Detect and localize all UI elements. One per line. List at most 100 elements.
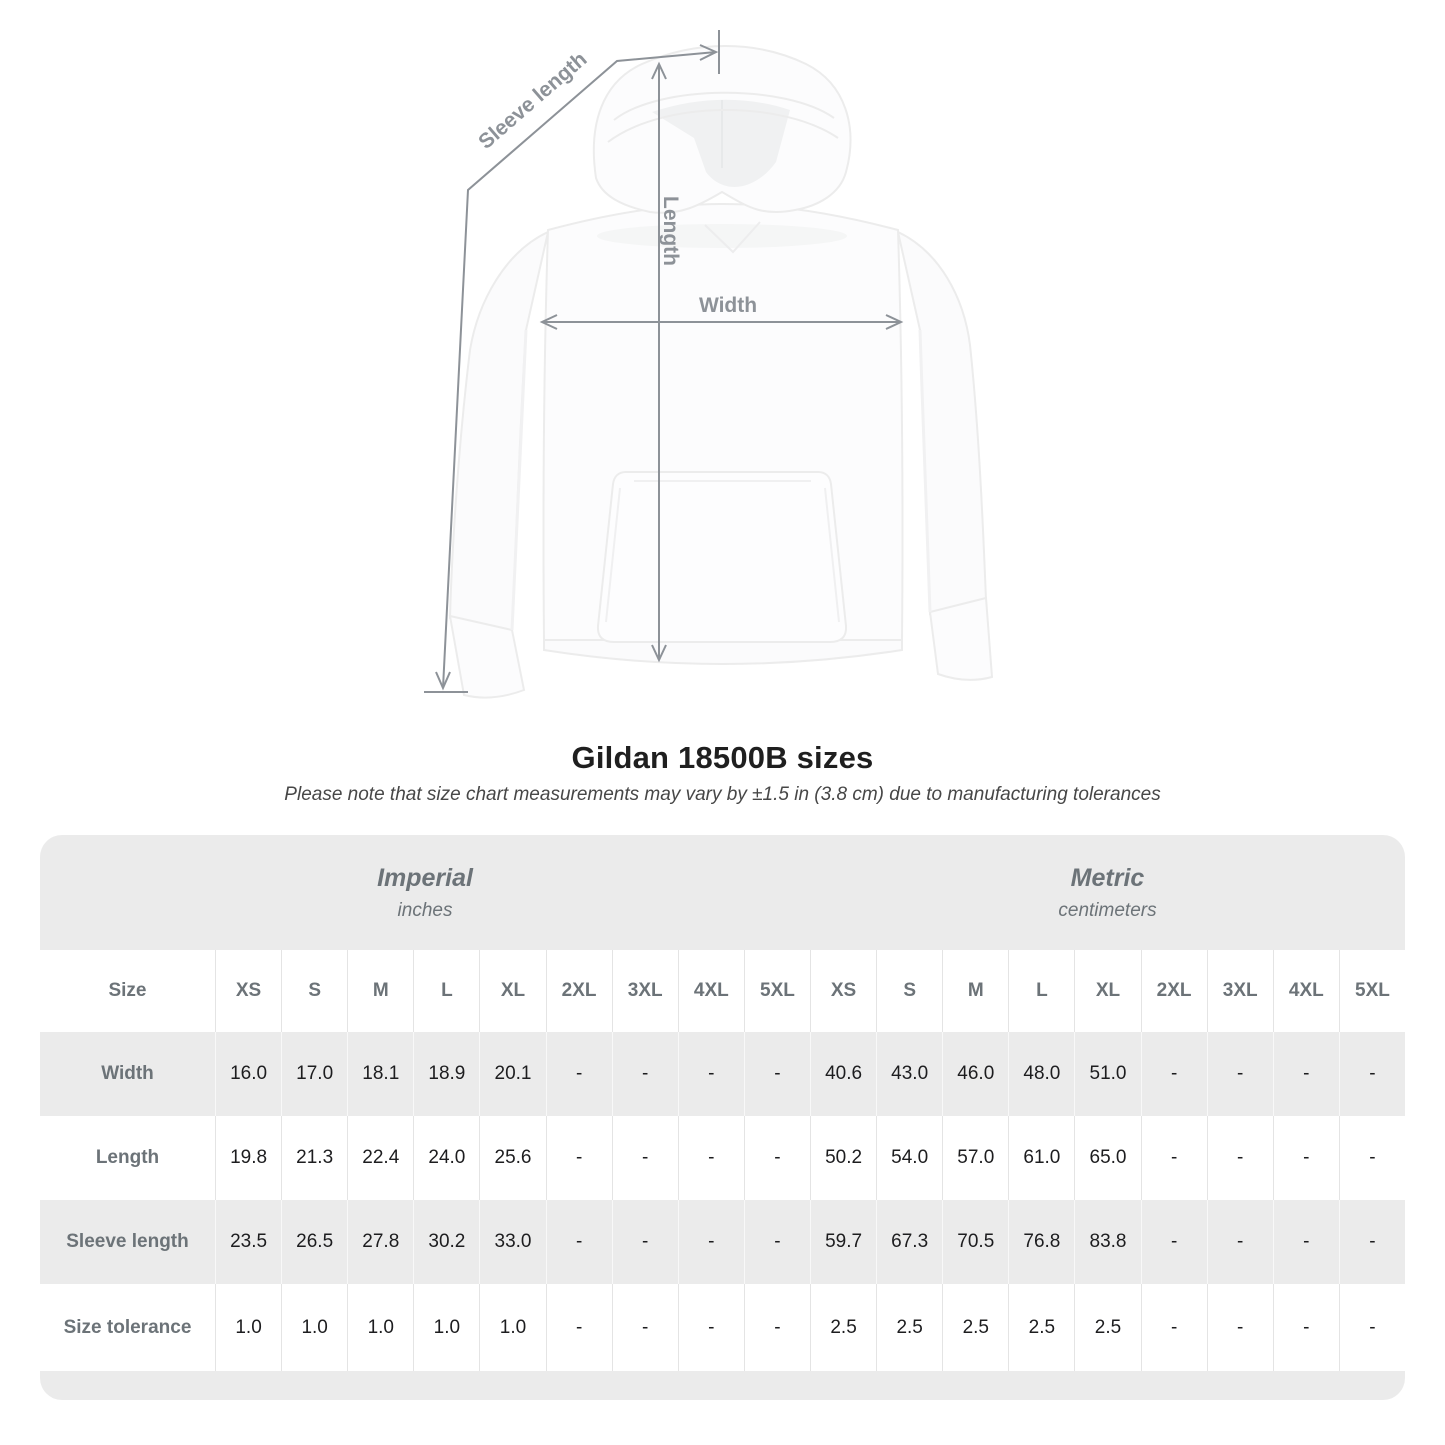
table-cell: - (1338, 1032, 1405, 1116)
table-cell: - (1338, 1116, 1405, 1200)
size-cell: 2XL (545, 950, 612, 1032)
hood-band-outer (613, 91, 835, 121)
table-cell: 27.8 (347, 1200, 413, 1284)
size-chart-table: Imperial inches Metric centimeters Size … (40, 835, 1405, 1400)
table-cell: 46.0 (942, 1032, 1008, 1116)
hoodie-hem (543, 639, 903, 665)
table-cell: 65.0 (1074, 1116, 1140, 1200)
table-cell: 24.0 (413, 1116, 479, 1200)
right-crease (918, 329, 932, 613)
row-label: Size tolerance (63, 1316, 192, 1338)
hoodie-illustration (448, 45, 994, 699)
page-title: Gildan 18500B sizes (571, 740, 874, 775)
table-cell: - (1206, 1284, 1273, 1371)
size-cell: S (876, 950, 942, 1032)
left-crease (510, 329, 528, 631)
table-cell: 50.2 (810, 1116, 876, 1200)
table-cell: 17.0 (281, 1032, 347, 1116)
row-label: Sleeve length (66, 1231, 189, 1252)
imperial-title: Imperial (377, 863, 473, 892)
table-cell: 21.3 (281, 1116, 347, 1200)
table-footer-band (40, 1371, 1405, 1400)
table-cell: 18.9 (413, 1032, 479, 1116)
table-cell: - (611, 1116, 678, 1200)
table-cell: 2.5 (1074, 1284, 1140, 1371)
table-cell: - (677, 1116, 744, 1200)
row-label: Width (101, 1063, 154, 1084)
width-label: Width (699, 294, 757, 317)
table-cell: - (1272, 1116, 1339, 1200)
table-cell: - (545, 1200, 612, 1284)
size-cell: 3XL (611, 950, 678, 1032)
size-cell: XL (479, 950, 545, 1032)
table-cell: 20.1 (479, 1032, 545, 1116)
table-cell: - (677, 1032, 744, 1116)
table-cell: - (1272, 1200, 1339, 1284)
table-cell: - (1140, 1032, 1207, 1116)
size-cell: 4XL (1272, 950, 1339, 1032)
size-cell: XL (1074, 950, 1140, 1032)
table-cell: - (1140, 1284, 1207, 1371)
imperial-header: Imperial inches (40, 835, 810, 950)
table-cell: - (743, 1032, 810, 1116)
size-cell: 5XL (1338, 950, 1405, 1032)
size-cell: 3XL (1206, 950, 1273, 1032)
table-cell: 22.4 (347, 1116, 413, 1200)
table-cell: 70.5 (942, 1200, 1008, 1284)
table-cell: - (1272, 1284, 1339, 1371)
table-cell: 76.8 (1008, 1200, 1074, 1284)
table-cell: 57.0 (942, 1116, 1008, 1200)
size-cell: M (942, 950, 1008, 1032)
size-cell: L (413, 950, 479, 1032)
sleeve-length-label: Sleeve length (474, 48, 591, 154)
table-cell: 30.2 (413, 1200, 479, 1284)
table-cell: 48.0 (1008, 1032, 1074, 1116)
table-cell: - (611, 1284, 678, 1371)
table-cell: 1.0 (215, 1284, 281, 1371)
table-cell: - (545, 1116, 612, 1200)
hoodie-right-sleeve (896, 230, 988, 616)
table-cell: 83.8 (1074, 1200, 1140, 1284)
pocket-seam-sides (605, 487, 840, 623)
hoodie-measurement-figure: Sleeve length Length Width (424, 30, 994, 699)
table-cell: 16.0 (215, 1032, 281, 1116)
table-cell: - (1140, 1116, 1207, 1200)
table-cell: - (1140, 1200, 1207, 1284)
table-cell: 54.0 (876, 1116, 942, 1200)
table-cell: 23.5 (215, 1200, 281, 1284)
table-cell: - (677, 1284, 744, 1371)
table-cell: 2.5 (810, 1284, 876, 1371)
hood-band-inner (607, 109, 839, 143)
size-cell: M (347, 950, 413, 1032)
table-cell: 19.8 (215, 1116, 281, 1200)
size-header-row: Size XS S M L XL 2XL 3XL 4XL 5XL XS S M … (40, 950, 1405, 1032)
table-cell: 26.5 (281, 1200, 347, 1284)
width-arrowhead-left (539, 314, 558, 330)
table-cell: - (1338, 1200, 1405, 1284)
length-label: Length (659, 196, 682, 266)
row-label: Length (95, 1147, 160, 1168)
table-row-length: Length 19.8 21.3 22.4 24.0 25.6 - - - - … (40, 1116, 1405, 1200)
table-cell: 1.0 (347, 1284, 413, 1371)
measurement-annotations (424, 30, 904, 693)
table-cell: 33.0 (479, 1200, 545, 1284)
size-cell: 5XL (743, 950, 810, 1032)
hoodie-left-sleeve (448, 230, 550, 634)
table-cell: - (677, 1200, 744, 1284)
size-cell: 2XL (1140, 950, 1207, 1032)
table-cell: - (611, 1032, 678, 1116)
sleeve-arrowhead-down (435, 671, 451, 691)
table-cell: 25.6 (479, 1116, 545, 1200)
sleeve-length-line (442, 51, 717, 689)
tolerance-note: Please note that size chart measurements… (284, 784, 1161, 805)
table-row-width: Width 16.0 17.0 18.1 18.9 20.1 - - - - 4… (40, 1032, 1405, 1116)
table-cell: - (1206, 1200, 1273, 1284)
table-cell: 1.0 (413, 1284, 479, 1371)
unit-group-header: Imperial inches Metric centimeters (40, 835, 1405, 950)
size-column-header: Size (108, 980, 147, 1001)
size-cell: 4XL (677, 950, 744, 1032)
table-row-sleeve-length: Sleeve length 23.5 26.5 27.8 30.2 33.0 -… (40, 1200, 1405, 1284)
hood-shadow (597, 224, 847, 248)
length-arrowhead-down (651, 644, 667, 663)
table-cell: 18.1 (347, 1032, 413, 1116)
